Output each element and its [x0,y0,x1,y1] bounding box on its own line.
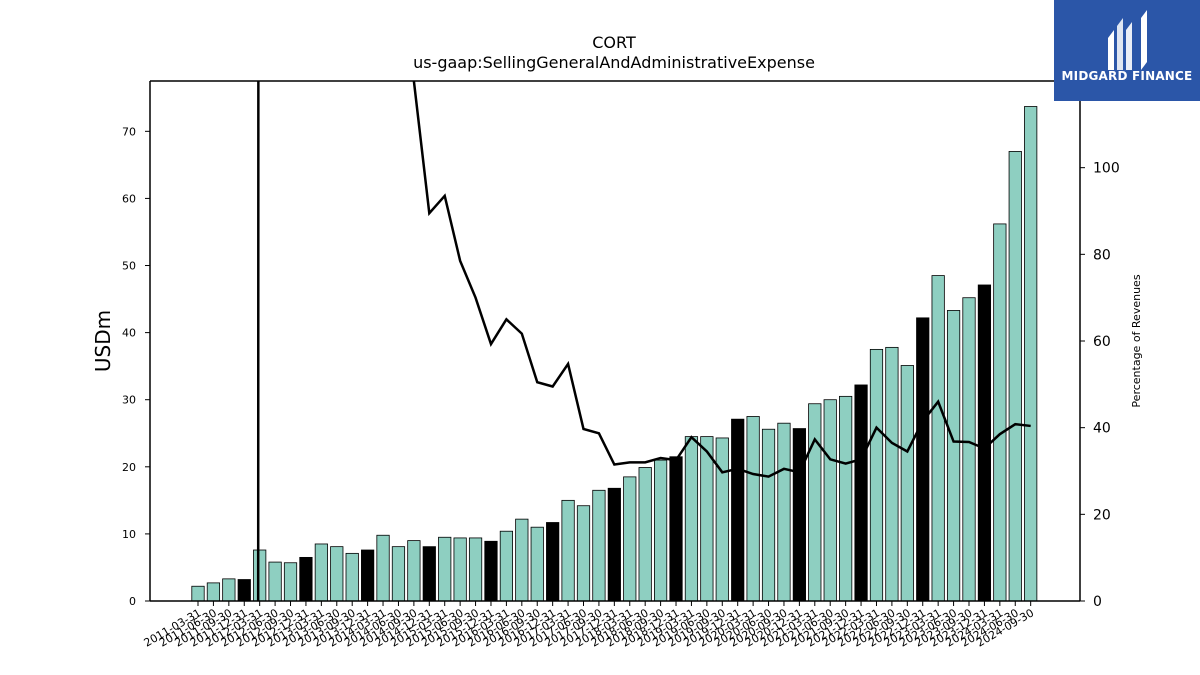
bar [515,518,529,602]
chart-title: CORT [592,33,636,52]
bar [191,585,205,602]
bar [391,546,406,602]
bar [499,530,514,602]
bar [761,428,776,602]
line-series [256,81,1031,601]
y2-axis-label: Percentage of Revenues [1130,274,1143,407]
bar [669,456,683,602]
y2-tick-label: 20 [1093,507,1111,523]
bar [777,422,791,602]
bar [484,540,498,602]
bar [962,297,976,602]
bar [268,561,282,602]
axes: 0 10 20 30 40 50 60 70 0 20 40 60 80 100 [122,80,1120,610]
y-tick-label: 40 [122,327,136,340]
bar [623,476,637,602]
bar [916,317,930,602]
bar [299,556,313,602]
bar [900,365,914,602]
bar [468,537,483,602]
bar [314,543,328,602]
y2-tick-label: 0 [1093,594,1102,610]
bar [206,582,221,602]
bar [361,549,375,602]
y2-tick-label: 60 [1093,334,1111,350]
bar [885,346,899,602]
brand-name: MIDGARD FINANCE [1061,69,1193,83]
y-tick-label: 60 [122,192,136,205]
y2-tick-label: 80 [1093,247,1111,263]
bar [746,416,760,602]
bar [715,437,729,602]
bar [530,526,544,602]
y-tick-label: 10 [122,528,136,541]
brand-logo: MIDGARD FINANCE [1054,0,1200,101]
bar [1024,106,1038,602]
bar [561,499,575,602]
percentage-line [256,81,1031,601]
midgard-logo-icon [1108,10,1147,70]
bar [839,395,853,602]
y-tick-label: 30 [122,394,136,407]
bar [253,549,267,602]
y-tick-label: 50 [122,260,136,273]
y-tick-label: 0 [129,595,136,608]
bar [808,403,822,602]
y2-tick-label: 100 [1093,161,1120,177]
y-tick-label: 70 [122,125,136,138]
bar [700,436,714,602]
y2-tick-label: 40 [1093,421,1111,437]
bar [638,467,652,602]
bar [869,348,884,602]
bar [283,562,298,602]
chart-subtitle: us-gaap:SellingGeneralAndAdministrativeE… [413,53,815,72]
bar [376,534,390,602]
bar [576,505,591,602]
bar [438,536,452,602]
bar [607,487,621,602]
bar [222,578,236,602]
y-tick-label: 20 [122,461,136,474]
bar [731,418,745,602]
x-axis: 2011-03-312011-06-302011-09-302011-12-31… [142,601,1036,650]
bar [237,579,251,602]
bar [407,540,421,602]
bar [684,436,699,602]
bar [993,223,1007,602]
bar [546,522,560,602]
bar [931,275,945,602]
bar [792,428,806,602]
bar [330,546,344,602]
bar [345,552,359,602]
y-axis-label: USDm [91,310,115,372]
bar [1008,151,1022,602]
bar [946,310,961,602]
bar [823,399,837,602]
bar [854,384,868,602]
bar [654,459,668,602]
bar-series [191,106,1038,602]
bar [453,537,467,602]
bar [422,546,436,602]
bar [592,489,606,602]
